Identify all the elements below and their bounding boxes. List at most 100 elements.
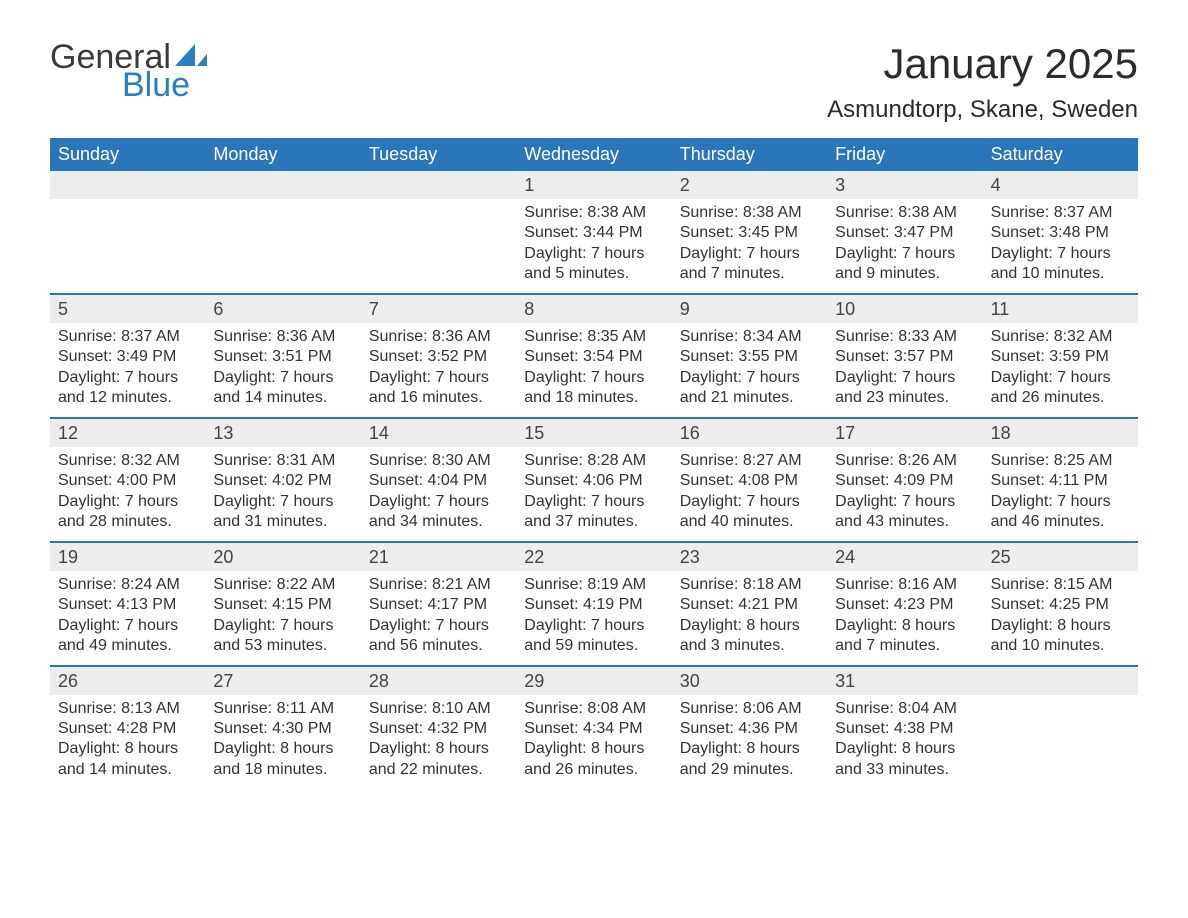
calendar-cell: 25Sunrise: 8:15 AMSunset: 4:25 PMDayligh… [983,543,1138,665]
calendar: SundayMondayTuesdayWednesdayThursdayFrid… [50,138,1138,788]
calendar-cell: 6Sunrise: 8:36 AMSunset: 3:51 PMDaylight… [205,295,360,417]
day-number: 30 [672,667,827,695]
day-details: Sunrise: 8:36 AMSunset: 3:51 PMDaylight:… [205,323,360,417]
day-number: 13 [205,419,360,447]
day-details: Sunrise: 8:16 AMSunset: 4:23 PMDaylight:… [827,571,982,665]
calendar-cell: 2Sunrise: 8:38 AMSunset: 3:45 PMDaylight… [672,171,827,293]
day-details: Sunrise: 8:25 AMSunset: 4:11 PMDaylight:… [983,447,1138,541]
day-details: Sunrise: 8:38 AMSunset: 3:47 PMDaylight:… [827,199,982,293]
day-details: Sunrise: 8:31 AMSunset: 4:02 PMDaylight:… [205,447,360,541]
calendar-cell: 11Sunrise: 8:32 AMSunset: 3:59 PMDayligh… [983,295,1138,417]
logo: General Blue [50,40,207,102]
sail-icon [175,42,207,68]
day-number: 31 [827,667,982,695]
calendar-cell: 5Sunrise: 8:37 AMSunset: 3:49 PMDaylight… [50,295,205,417]
day-number: 26 [50,667,205,695]
day-number [983,667,1138,695]
calendar-cell: 14Sunrise: 8:30 AMSunset: 4:04 PMDayligh… [361,419,516,541]
day-details: Sunrise: 8:34 AMSunset: 3:55 PMDaylight:… [672,323,827,417]
calendar-cell [205,171,360,293]
weekday-header: Wednesday [516,138,671,171]
day-number: 17 [827,419,982,447]
calendar-cell: 29Sunrise: 8:08 AMSunset: 4:34 PMDayligh… [516,667,671,789]
day-details: Sunrise: 8:32 AMSunset: 4:00 PMDaylight:… [50,447,205,541]
calendar-cell: 10Sunrise: 8:33 AMSunset: 3:57 PMDayligh… [827,295,982,417]
day-number: 5 [50,295,205,323]
day-number: 20 [205,543,360,571]
day-number: 29 [516,667,671,695]
day-number: 28 [361,667,516,695]
day-number: 18 [983,419,1138,447]
day-number: 12 [50,419,205,447]
day-number: 2 [672,171,827,199]
day-number: 9 [672,295,827,323]
day-number: 1 [516,171,671,199]
weekday-header-row: SundayMondayTuesdayWednesdayThursdayFrid… [50,138,1138,171]
day-details: Sunrise: 8:04 AMSunset: 4:38 PMDaylight:… [827,695,982,789]
day-details: Sunrise: 8:38 AMSunset: 3:44 PMDaylight:… [516,199,671,293]
calendar-cell: 31Sunrise: 8:04 AMSunset: 4:38 PMDayligh… [827,667,982,789]
day-details: Sunrise: 8:26 AMSunset: 4:09 PMDaylight:… [827,447,982,541]
day-number: 14 [361,419,516,447]
logo-word-blue: Blue [122,68,207,102]
day-number: 8 [516,295,671,323]
day-details: Sunrise: 8:10 AMSunset: 4:32 PMDaylight:… [361,695,516,789]
calendar-cell: 18Sunrise: 8:25 AMSunset: 4:11 PMDayligh… [983,419,1138,541]
day-details: Sunrise: 8:08 AMSunset: 4:34 PMDaylight:… [516,695,671,789]
day-number: 24 [827,543,982,571]
day-details: Sunrise: 8:33 AMSunset: 3:57 PMDaylight:… [827,323,982,417]
day-number: 10 [827,295,982,323]
day-details: Sunrise: 8:22 AMSunset: 4:15 PMDaylight:… [205,571,360,665]
calendar-cell: 21Sunrise: 8:21 AMSunset: 4:17 PMDayligh… [361,543,516,665]
day-number: 19 [50,543,205,571]
day-number: 3 [827,171,982,199]
day-number: 27 [205,667,360,695]
day-details: Sunrise: 8:13 AMSunset: 4:28 PMDaylight:… [50,695,205,789]
week-row: 26Sunrise: 8:13 AMSunset: 4:28 PMDayligh… [50,665,1138,789]
day-number: 11 [983,295,1138,323]
day-details: Sunrise: 8:35 AMSunset: 3:54 PMDaylight:… [516,323,671,417]
location-subtitle: Asmundtorp, Skane, Sweden [827,96,1138,124]
weekday-header: Sunday [50,138,205,171]
week-row: 1Sunrise: 8:38 AMSunset: 3:44 PMDaylight… [50,171,1138,293]
day-details: Sunrise: 8:36 AMSunset: 3:52 PMDaylight:… [361,323,516,417]
calendar-cell: 4Sunrise: 8:37 AMSunset: 3:48 PMDaylight… [983,171,1138,293]
day-details: Sunrise: 8:15 AMSunset: 4:25 PMDaylight:… [983,571,1138,665]
calendar-cell: 28Sunrise: 8:10 AMSunset: 4:32 PMDayligh… [361,667,516,789]
day-details: Sunrise: 8:30 AMSunset: 4:04 PMDaylight:… [361,447,516,541]
week-row: 12Sunrise: 8:32 AMSunset: 4:00 PMDayligh… [50,417,1138,541]
calendar-cell: 26Sunrise: 8:13 AMSunset: 4:28 PMDayligh… [50,667,205,789]
day-number: 16 [672,419,827,447]
calendar-cell: 9Sunrise: 8:34 AMSunset: 3:55 PMDaylight… [672,295,827,417]
day-number: 23 [672,543,827,571]
calendar-cell: 23Sunrise: 8:18 AMSunset: 4:21 PMDayligh… [672,543,827,665]
day-details: Sunrise: 8:24 AMSunset: 4:13 PMDaylight:… [50,571,205,665]
day-number: 7 [361,295,516,323]
week-row: 5Sunrise: 8:37 AMSunset: 3:49 PMDaylight… [50,293,1138,417]
title-block: January 2025 Asmundtorp, Skane, Sweden [827,40,1138,124]
day-details: Sunrise: 8:37 AMSunset: 3:48 PMDaylight:… [983,199,1138,293]
calendar-cell: 17Sunrise: 8:26 AMSunset: 4:09 PMDayligh… [827,419,982,541]
day-number: 22 [516,543,671,571]
day-details: Sunrise: 8:32 AMSunset: 3:59 PMDaylight:… [983,323,1138,417]
weekday-header: Monday [205,138,360,171]
weekday-header: Thursday [672,138,827,171]
calendar-cell: 15Sunrise: 8:28 AMSunset: 4:06 PMDayligh… [516,419,671,541]
calendar-cell: 1Sunrise: 8:38 AMSunset: 3:44 PMDaylight… [516,171,671,293]
week-row: 19Sunrise: 8:24 AMSunset: 4:13 PMDayligh… [50,541,1138,665]
day-number: 4 [983,171,1138,199]
day-number: 15 [516,419,671,447]
day-details: Sunrise: 8:11 AMSunset: 4:30 PMDaylight:… [205,695,360,789]
calendar-cell: 3Sunrise: 8:38 AMSunset: 3:47 PMDaylight… [827,171,982,293]
calendar-cell: 30Sunrise: 8:06 AMSunset: 4:36 PMDayligh… [672,667,827,789]
day-number: 6 [205,295,360,323]
day-number: 25 [983,543,1138,571]
day-number [50,171,205,199]
weekday-header: Tuesday [361,138,516,171]
calendar-cell: 12Sunrise: 8:32 AMSunset: 4:00 PMDayligh… [50,419,205,541]
day-number [205,171,360,199]
calendar-cell [983,667,1138,789]
calendar-cell: 19Sunrise: 8:24 AMSunset: 4:13 PMDayligh… [50,543,205,665]
day-details: Sunrise: 8:06 AMSunset: 4:36 PMDaylight:… [672,695,827,789]
calendar-cell: 16Sunrise: 8:27 AMSunset: 4:08 PMDayligh… [672,419,827,541]
